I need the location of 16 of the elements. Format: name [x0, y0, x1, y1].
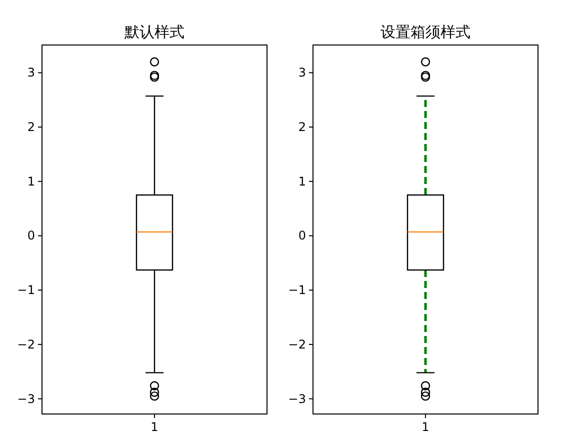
y-tick-label: 3: [27, 66, 35, 80]
y-tick-label: −2: [17, 337, 35, 352]
y-tick-label: −3: [17, 392, 35, 406]
y-tick-label: −1: [17, 283, 35, 298]
y-tick-label: 1: [27, 174, 35, 188]
y-tick-label: −3: [288, 392, 306, 406]
y-tick-label: 3: [298, 66, 306, 80]
y-tick-label: 0: [27, 228, 35, 243]
y-tick-label: −1: [288, 283, 306, 298]
y-tick-label: 1: [298, 174, 306, 188]
y-tick-label: 0: [298, 228, 306, 243]
y-tick-label: 2: [298, 120, 306, 134]
chart-title: 设置箱须样式: [380, 23, 470, 41]
chart-title: 默认样式: [124, 23, 184, 41]
y-tick-label: 2: [27, 120, 35, 134]
y-tick-label: −2: [288, 337, 306, 352]
